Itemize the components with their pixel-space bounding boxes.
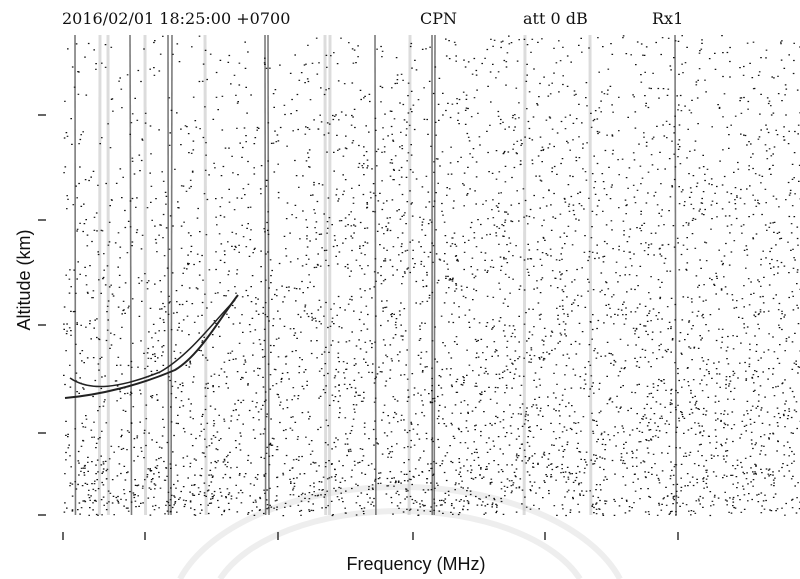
signal-streak <box>170 34 173 516</box>
watermark-arc <box>177 483 623 579</box>
signal-streak <box>522 34 527 516</box>
echo-traces <box>64 294 239 399</box>
signal-streak <box>407 34 412 516</box>
x-axis-label: Frequency (MHz) <box>346 554 485 574</box>
signal-streak <box>267 34 270 516</box>
signal-streak <box>588 34 593 516</box>
signal-streak <box>167 34 170 516</box>
echo-trace <box>64 294 239 399</box>
timestamp: 2016/02/01 18:25:00 +0700 <box>62 9 290 28</box>
signal-streak <box>374 34 377 516</box>
signal-streak <box>97 34 102 516</box>
attenuation: att 0 dB <box>523 9 588 28</box>
signal-streak <box>143 34 148 516</box>
signal-streak <box>129 34 133 516</box>
y-ticks <box>38 114 46 516</box>
signal-streak <box>203 34 208 516</box>
receiver: Rx1 <box>652 9 683 28</box>
x-ticks <box>62 532 679 540</box>
signal-streak <box>323 34 328 516</box>
station: CPN <box>420 9 457 28</box>
signal-streak <box>433 34 436 516</box>
signal-streak <box>264 34 267 516</box>
watermark <box>177 483 623 579</box>
echo-trace <box>69 299 236 388</box>
signal-streaks <box>74 34 677 516</box>
watermark-arc <box>217 508 583 579</box>
signal-streak <box>674 34 677 516</box>
y-axis-label: Altitude (km) <box>14 229 34 330</box>
